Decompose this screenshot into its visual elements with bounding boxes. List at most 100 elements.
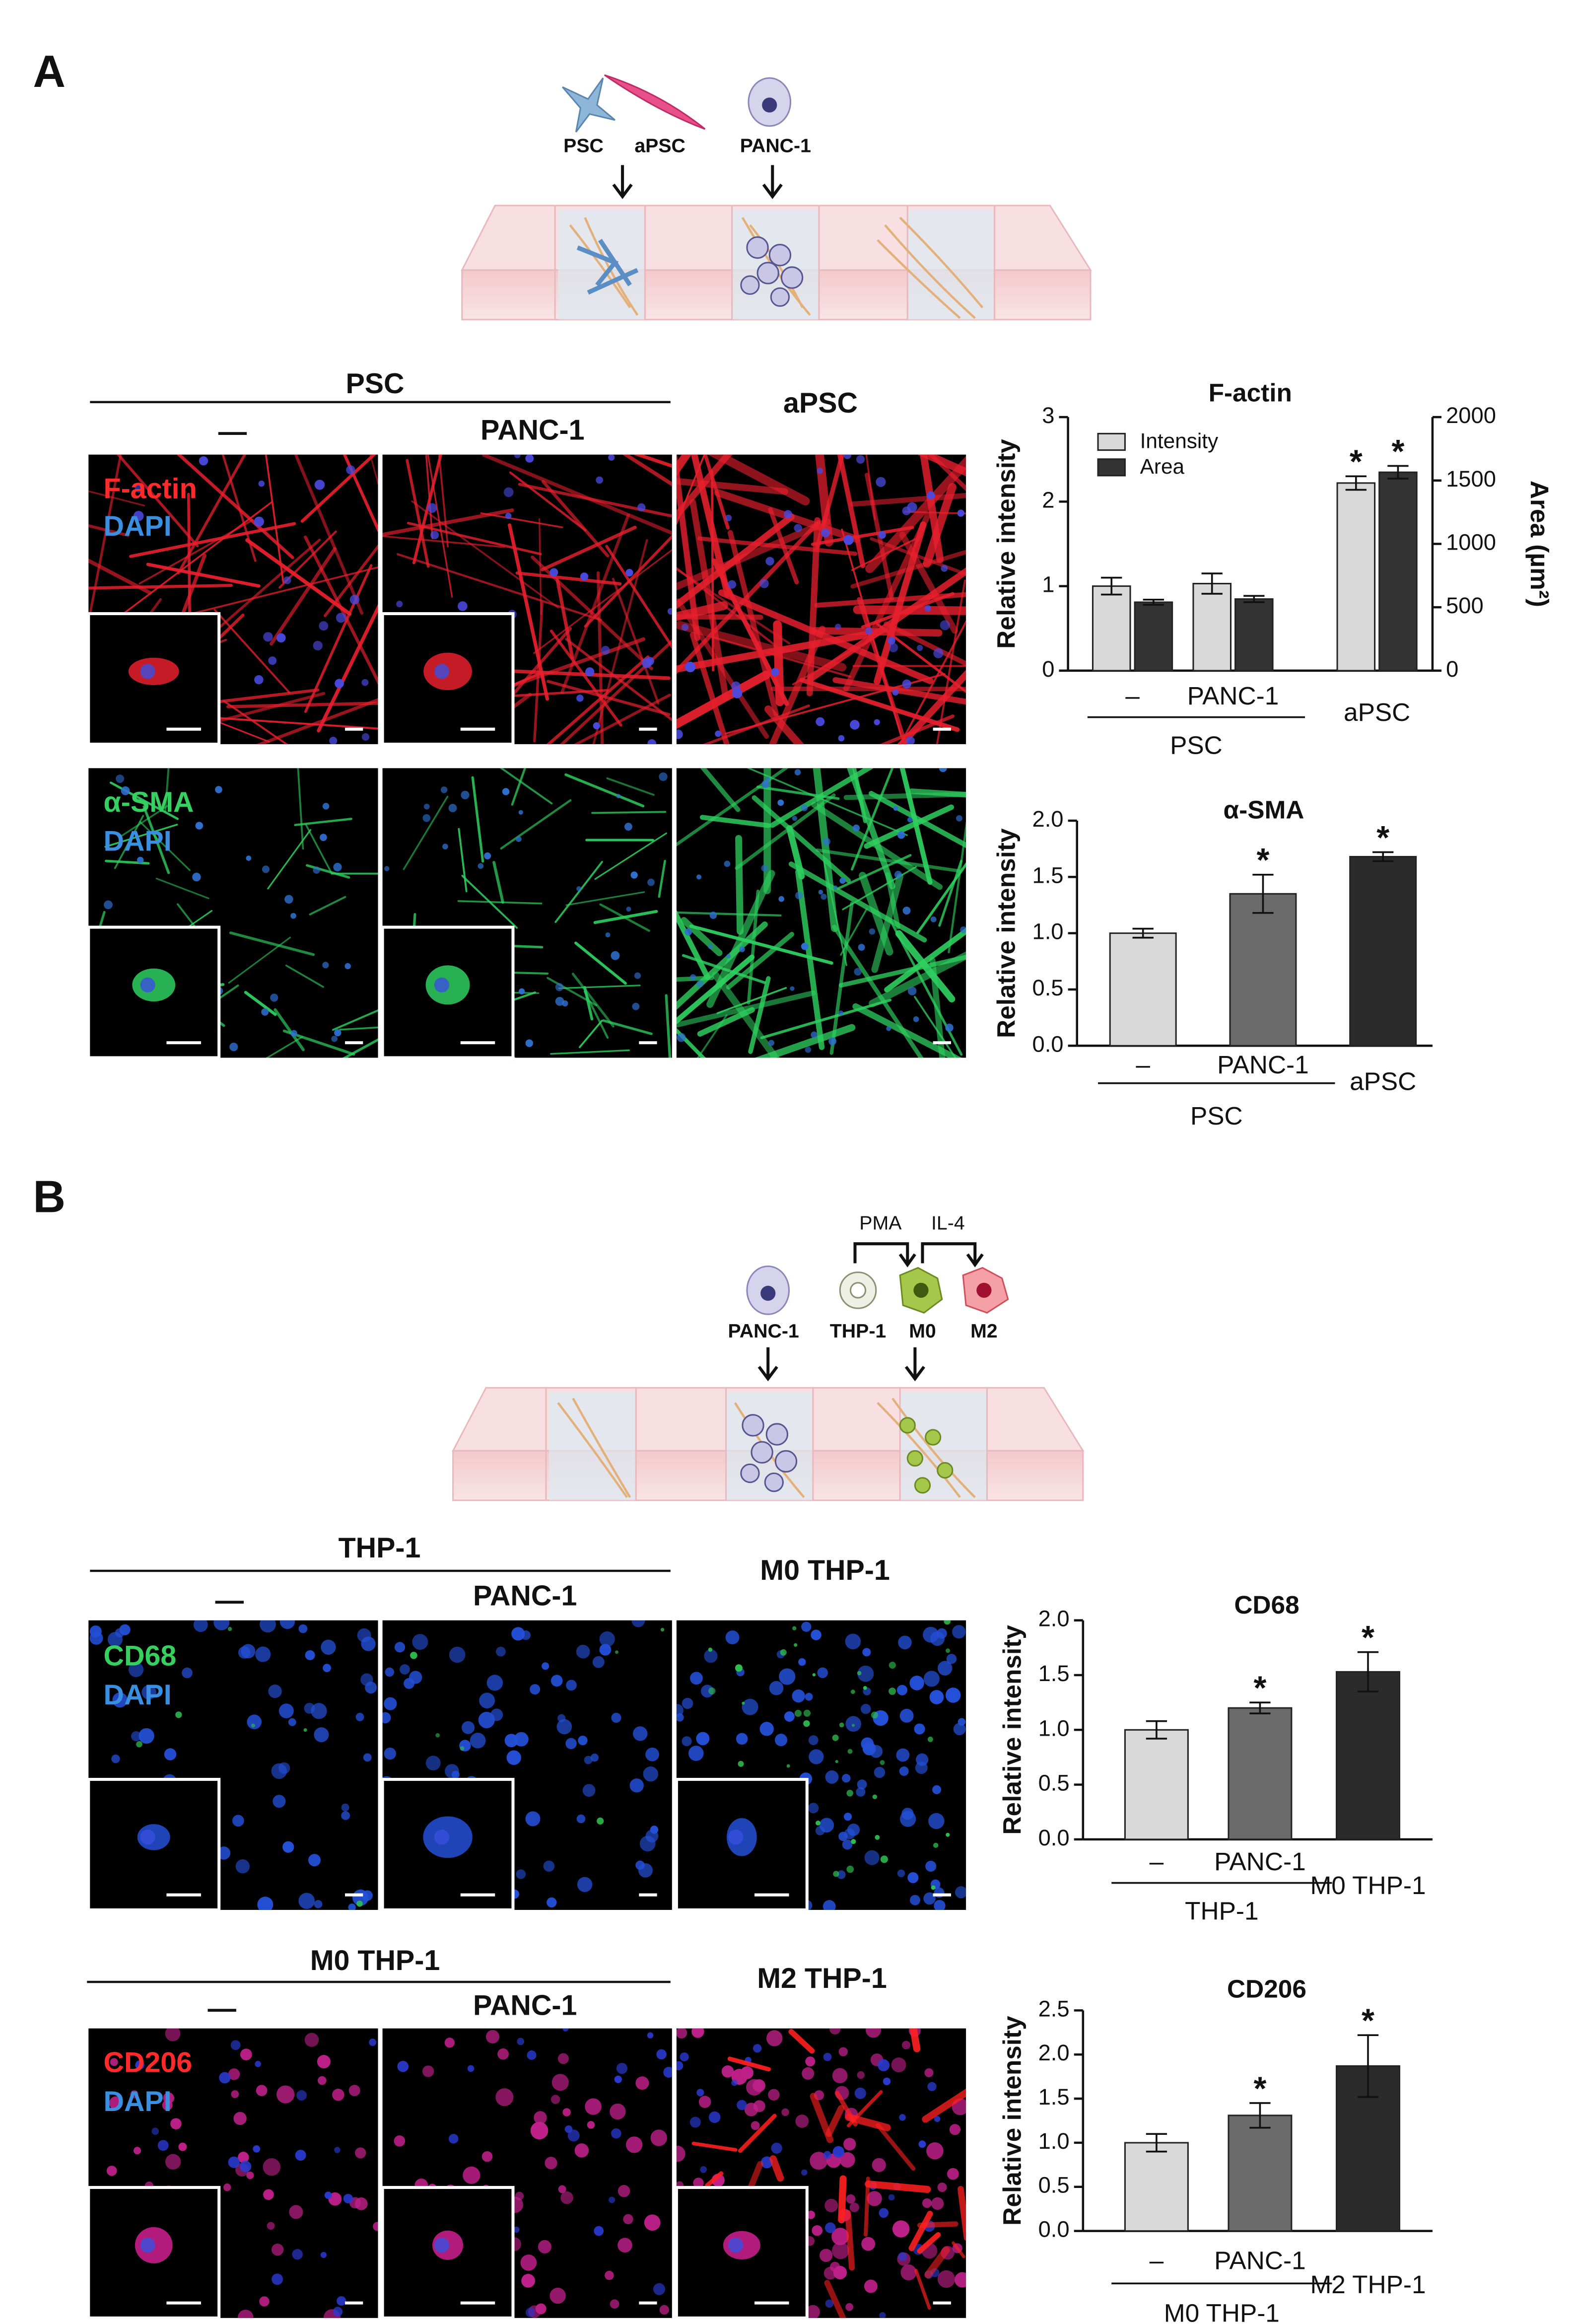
- cell: [857, 1665, 874, 1682]
- cell: [856, 455, 865, 464]
- fiber: [176, 454, 294, 560]
- cell: [341, 1811, 350, 1820]
- cell: [558, 2185, 566, 2193]
- column-label: —: [218, 416, 247, 448]
- x-tick-label: PANC-1: [1217, 1050, 1309, 1079]
- cell: [923, 1892, 936, 1905]
- fiber: [533, 549, 672, 654]
- inset: [87, 2185, 221, 2320]
- cell: [237, 2310, 254, 2318]
- cell: [605, 932, 611, 938]
- cell: [478, 863, 484, 869]
- cell: [880, 1855, 888, 1863]
- cell: [802, 2067, 815, 2080]
- cell: [682, 1736, 692, 1747]
- cell: [843, 454, 851, 459]
- group-label: THP-1: [1185, 1897, 1258, 1925]
- fiber: [756, 785, 840, 800]
- x-tick-label: –: [1150, 1847, 1164, 1876]
- cell: [355, 1712, 364, 1721]
- fiber: [847, 768, 895, 890]
- inset-nucleus: [728, 2238, 744, 2253]
- cell: [829, 2028, 841, 2035]
- cell: [254, 675, 264, 685]
- cell: [470, 1733, 486, 1749]
- fiber: [853, 605, 966, 615]
- cell: [505, 512, 512, 519]
- arrow: [762, 165, 783, 199]
- micrograph-row: [87, 768, 966, 1059]
- fiber: [554, 861, 603, 923]
- fiber: [116, 454, 199, 548]
- cell: [121, 786, 130, 795]
- cell: [373, 2222, 378, 2231]
- cell: [647, 878, 655, 886]
- cell: [565, 1738, 577, 1750]
- fiber: [565, 638, 672, 722]
- cell: [461, 790, 470, 799]
- inset-nucleus: [140, 2238, 155, 2253]
- y-tick-label: 0.5: [1032, 975, 1064, 1000]
- fiber: [676, 954, 755, 1025]
- cell: [725, 1630, 740, 1644]
- cell: [587, 2121, 595, 2129]
- fiber: [769, 626, 826, 744]
- cell: [138, 1728, 154, 1744]
- cell: [365, 1682, 377, 1694]
- cell: [219, 2072, 231, 2084]
- y-tick-label: 1.5: [1032, 862, 1064, 888]
- cell: [792, 1626, 797, 1630]
- fiber: [427, 454, 453, 598]
- cell: [924, 2068, 934, 2077]
- y-tick-label: 3: [1042, 403, 1054, 428]
- fiber: [559, 639, 672, 744]
- cell: [576, 1814, 586, 1824]
- significance: *: [1362, 1620, 1374, 1656]
- cell: [278, 1703, 294, 1719]
- cell: [932, 1785, 942, 1794]
- cell: [333, 862, 342, 872]
- cell: [396, 600, 403, 608]
- cell: [344, 963, 351, 970]
- y2-tick-label: 0: [1446, 656, 1458, 682]
- cell: [348, 2085, 360, 2097]
- stain-label: α-SMA: [104, 786, 194, 818]
- fiber: [88, 584, 233, 590]
- error-bar: [1201, 572, 1223, 595]
- cell: [362, 1890, 373, 1901]
- cell: [824, 2198, 838, 2212]
- cell: [907, 986, 917, 995]
- cell: [329, 737, 338, 744]
- fiber: [874, 521, 927, 685]
- stain-label: CD68: [104, 1640, 177, 1672]
- cell: [681, 624, 689, 631]
- cell: [864, 2279, 878, 2293]
- cell: [838, 735, 845, 742]
- cell: [163, 2092, 175, 2104]
- cell: [319, 621, 329, 631]
- cell: [625, 568, 633, 577]
- cell: [449, 1646, 466, 1663]
- fiber: [869, 951, 966, 1007]
- cell: [89, 1631, 103, 1645]
- y-tick-label: 2: [1042, 487, 1054, 512]
- fiber: [865, 456, 966, 573]
- cell: [555, 983, 564, 991]
- cell: [846, 2194, 856, 2204]
- cell: [614, 2075, 622, 2083]
- cell: [520, 2254, 537, 2271]
- cell: [685, 928, 692, 936]
- cell: [795, 2114, 809, 2128]
- cell: [422, 2065, 434, 2077]
- cell: [551, 2074, 569, 2091]
- cell: [854, 968, 862, 976]
- y2-tick-label: 500: [1446, 593, 1484, 618]
- cell: [341, 1803, 349, 1812]
- cell: [857, 1671, 862, 1676]
- cell: [322, 962, 329, 969]
- cell: [842, 1839, 853, 1850]
- cell: [781, 2108, 789, 2116]
- fiber: [691, 2141, 738, 2152]
- panel-label: A: [33, 47, 65, 97]
